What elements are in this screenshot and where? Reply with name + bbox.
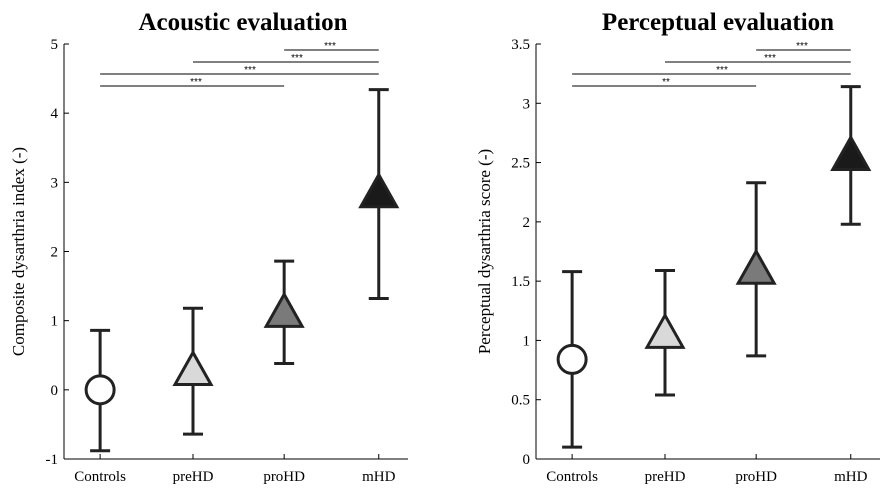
significance-label: ** [662,77,670,88]
mean-marker-triangle [172,349,214,386]
x-tick-label: proHD [263,469,305,485]
y-tick-label: 0 [51,383,59,399]
y-axis-label: Perceptual dysarthria score (-) [475,149,494,354]
x-tick-label: preHD [173,469,214,485]
y-tick-label: 1.5 [511,274,530,290]
y-tick-label: 3 [51,175,59,191]
y-tick-label: 0.5 [511,393,530,409]
chart-panel-1: Acoustic evaluation Composite dysarthria … [9,9,408,485]
y-tick-label: 1 [523,333,531,349]
significance-label: *** [291,53,303,64]
y-tick-label: 2.5 [511,156,530,172]
mean-marker-triangle [644,312,686,349]
y-tick-label: 2 [523,215,531,231]
x-tick-label: Controls [74,469,126,485]
significance-label: *** [244,65,256,76]
mean-marker-circle [556,343,588,375]
mean-marker-triangle [358,171,400,209]
mean-marker-triangle [830,134,872,171]
mean-marker-triangle [735,248,777,285]
y-tick-label: 4 [51,106,59,122]
y-tick-label: 5 [51,37,59,53]
y-axis-label: Composite dysarthria index (-) [9,147,28,356]
y-tick-label: -1 [46,452,59,468]
y-tick-label: 3.5 [511,37,530,53]
significance-label: *** [796,41,808,52]
significance-label: *** [764,53,776,64]
chart-panel-2: Perceptual evaluation Perceptual dysarthr… [475,9,880,485]
x-tick-label: mHD [834,469,868,485]
x-tick-label: mHD [362,469,396,485]
x-tick-label: Controls [546,469,598,485]
y-tick-label: 3 [523,96,531,112]
significance-label: *** [190,77,202,88]
y-tick-label: 0 [523,452,531,468]
chart-title: Perceptual evaluation [602,9,834,36]
y-tick-label: 1 [51,314,59,330]
mean-marker-circle [84,374,116,406]
y-tick-label: 2 [51,245,59,261]
mean-marker-triangle [263,291,305,328]
x-tick-label: preHD [645,469,686,485]
significance-label: *** [716,65,728,76]
significance-label: *** [324,41,336,52]
chart-title: Acoustic evaluation [138,9,347,36]
x-tick-label: proHD [735,469,777,485]
